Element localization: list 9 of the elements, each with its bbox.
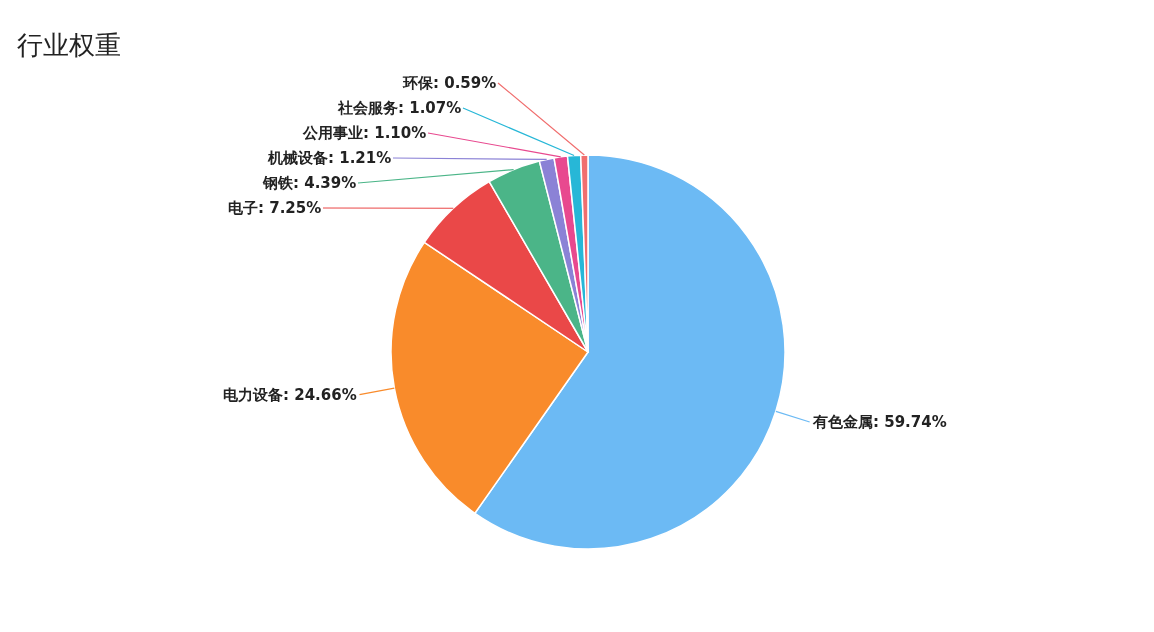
slice-label: 钢铁: 4.39% [262, 174, 357, 192]
slice-label: 电子: 7.25% [228, 199, 322, 217]
chart-title: 行业权重 [17, 30, 122, 61]
slice-label: 电力设备: 24.66% [223, 386, 357, 404]
slice-label: 有色金属: 59.74% [812, 413, 947, 431]
slice-label: 公用事业: 1.10% [302, 124, 427, 142]
slice-label: 环保: 0.59% [402, 74, 497, 92]
slice-label: 机械设备: 1.21% [267, 149, 392, 167]
slice-label: 社会服务: 1.07% [337, 99, 462, 117]
